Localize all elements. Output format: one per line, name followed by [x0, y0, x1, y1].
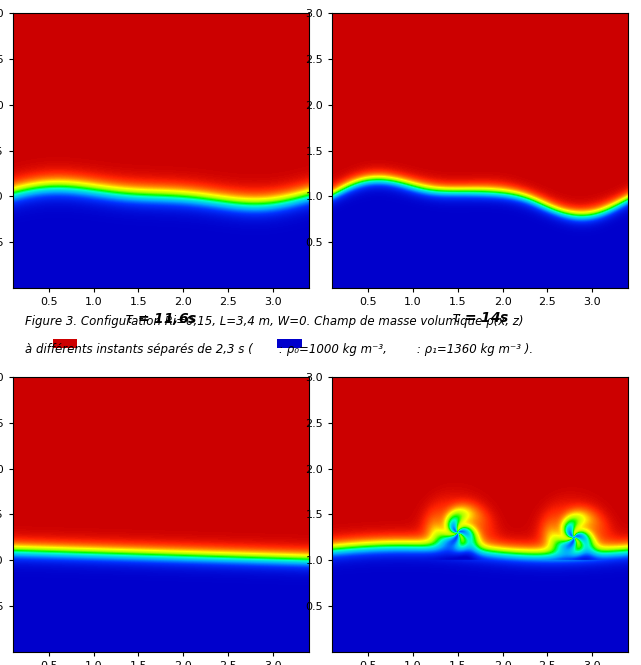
FancyBboxPatch shape [278, 339, 302, 348]
Text: à différents instants séparés de 2,3 s (       : ρ₀=1000 kg m⁻³,        : ρ₁=136: à différents instants séparés de 2,3 s (… [25, 342, 533, 356]
X-axis label: $\mathit{\tau}$ = 14s: $\mathit{\tau}$ = 14s [451, 311, 510, 325]
Text: Figure 3. Configuration Ri=0,15, L=3,4 m, W=0. Champ de masse volumique ρ(x, z): Figure 3. Configuration Ri=0,15, L=3,4 m… [25, 315, 524, 329]
FancyBboxPatch shape [53, 339, 78, 348]
X-axis label: $\mathit{\tau}$ = 11,6s: $\mathit{\tau}$ = 11,6s [124, 311, 197, 327]
